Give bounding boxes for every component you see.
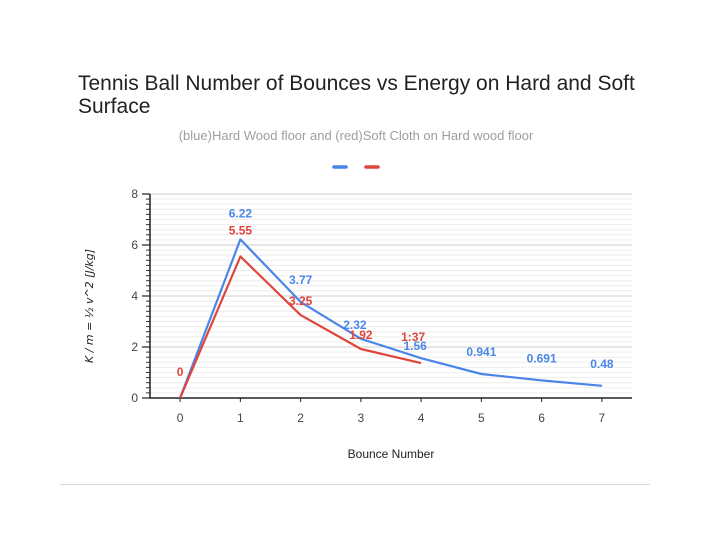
y-axis-label: K / m = ½ v^2 [J/kg]	[83, 249, 96, 363]
x-tick-label: 3	[358, 411, 365, 425]
series-line	[179, 255, 422, 399]
y-tick-label: 6	[131, 238, 138, 252]
y-tick-label: 4	[131, 289, 138, 303]
data-label: 0	[177, 365, 184, 379]
x-tick-label: 1	[237, 411, 244, 425]
data-label: 1:37	[401, 330, 425, 344]
y-tick-label: 0	[131, 391, 138, 405]
data-label: 3.25	[289, 294, 313, 308]
data-label: 0.48	[590, 357, 614, 371]
footer-divider	[60, 484, 650, 485]
data-label: 2.32	[343, 318, 367, 332]
series-line	[179, 238, 602, 399]
chart-title: Tennis Ball Number of Bounces vs Energy …	[78, 72, 635, 118]
axes	[142, 193, 632, 402]
x-tick-label: 4	[418, 411, 425, 425]
x-tick-label: 2	[297, 411, 304, 425]
x-tick-label: 0	[177, 411, 184, 425]
data-label: 5.55	[229, 223, 253, 237]
data-label: 0.941	[466, 345, 496, 359]
x-axis-label: Bounce Number	[348, 447, 435, 461]
series-lines	[179, 238, 602, 399]
x-tick-labels: 0 1 2 3 4 5 6 7	[177, 411, 606, 425]
data-label: 3.77	[289, 273, 313, 287]
x-tick-label: 6	[538, 411, 545, 425]
data-labels: 6.22 3.77 2.32 1.56 0.941 0.691 0.48 0 5.55 3.25 1…	[177, 206, 614, 379]
y-tick-label: 2	[131, 340, 138, 354]
data-label: 6.22	[229, 206, 253, 220]
data-label: 1.56	[403, 339, 427, 353]
y-tick-label: 8	[131, 187, 138, 201]
chart-subtitle: (blue)Hard Wood floor and (red)Soft Clot…	[178, 128, 534, 143]
data-label: 0.691	[527, 351, 557, 365]
data-label: 1.92	[349, 328, 373, 342]
x-tick-label: 5	[478, 411, 485, 425]
y-tick-labels: 0 2 4 6 8	[131, 187, 138, 405]
x-tick-label: 7	[599, 411, 606, 425]
grid-lines	[150, 193, 632, 394]
